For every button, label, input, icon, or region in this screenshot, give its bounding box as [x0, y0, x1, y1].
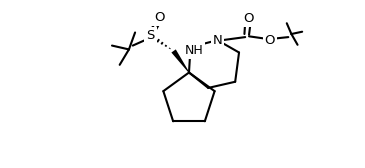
Text: S: S: [146, 29, 155, 42]
Text: NH: NH: [184, 44, 203, 57]
Text: O: O: [243, 12, 254, 25]
Text: N: N: [212, 34, 222, 47]
Text: O: O: [265, 34, 275, 47]
Polygon shape: [172, 49, 189, 73]
Text: O: O: [154, 11, 165, 24]
